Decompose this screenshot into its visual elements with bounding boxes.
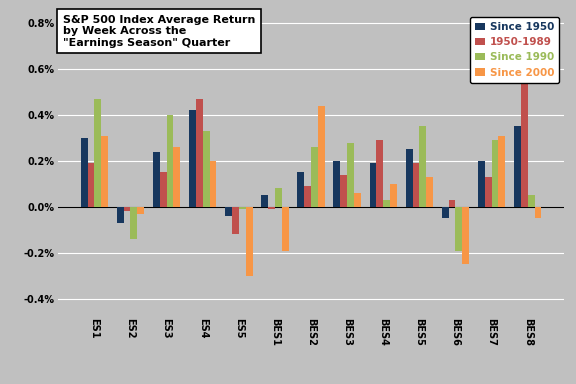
Bar	[485, 177, 491, 207]
Bar	[498, 136, 505, 207]
Bar	[442, 207, 449, 218]
Bar	[94, 99, 101, 207]
Bar	[275, 189, 282, 207]
Bar	[340, 175, 347, 207]
Bar	[81, 138, 88, 207]
Bar	[196, 99, 203, 207]
Bar	[456, 207, 463, 250]
Bar	[370, 163, 376, 207]
Legend: Since 1950, 1950-1989, Since 1990, Since 2000: Since 1950, 1950-1989, Since 1990, Since…	[470, 17, 559, 83]
Bar	[297, 172, 304, 207]
Bar	[426, 177, 433, 207]
Bar	[166, 115, 173, 207]
Bar	[131, 207, 137, 239]
Bar	[390, 184, 397, 207]
Bar	[535, 207, 541, 218]
Bar	[189, 110, 196, 207]
Bar	[101, 136, 108, 207]
Bar	[225, 207, 232, 216]
Bar	[261, 195, 268, 207]
Bar	[282, 207, 289, 250]
Bar	[521, 83, 528, 207]
Bar	[376, 140, 383, 207]
Bar	[528, 195, 535, 207]
Bar	[160, 172, 166, 207]
Bar	[514, 126, 521, 207]
Bar	[318, 106, 325, 207]
Bar	[347, 142, 354, 207]
Bar	[124, 207, 131, 212]
Bar	[153, 152, 160, 207]
Bar	[137, 207, 144, 214]
Bar	[232, 207, 239, 235]
Bar	[412, 163, 419, 207]
Bar	[419, 126, 426, 207]
Bar	[173, 147, 180, 207]
Bar	[268, 207, 275, 209]
Bar	[334, 161, 340, 207]
Bar	[491, 140, 498, 207]
Bar	[311, 147, 318, 207]
Text: S&P 500 Index Average Return
by Week Across the
"Earnings Season" Quarter: S&P 500 Index Average Return by Week Acr…	[63, 15, 255, 48]
Bar	[246, 207, 252, 276]
Bar	[304, 186, 311, 207]
Bar	[463, 207, 469, 264]
Bar	[203, 131, 210, 207]
Bar	[239, 207, 246, 209]
Bar	[383, 200, 390, 207]
Bar	[406, 149, 412, 207]
Bar	[354, 193, 361, 207]
Bar	[478, 161, 485, 207]
Bar	[210, 161, 217, 207]
Bar	[88, 163, 94, 207]
Bar	[117, 207, 124, 223]
Bar	[449, 200, 456, 207]
